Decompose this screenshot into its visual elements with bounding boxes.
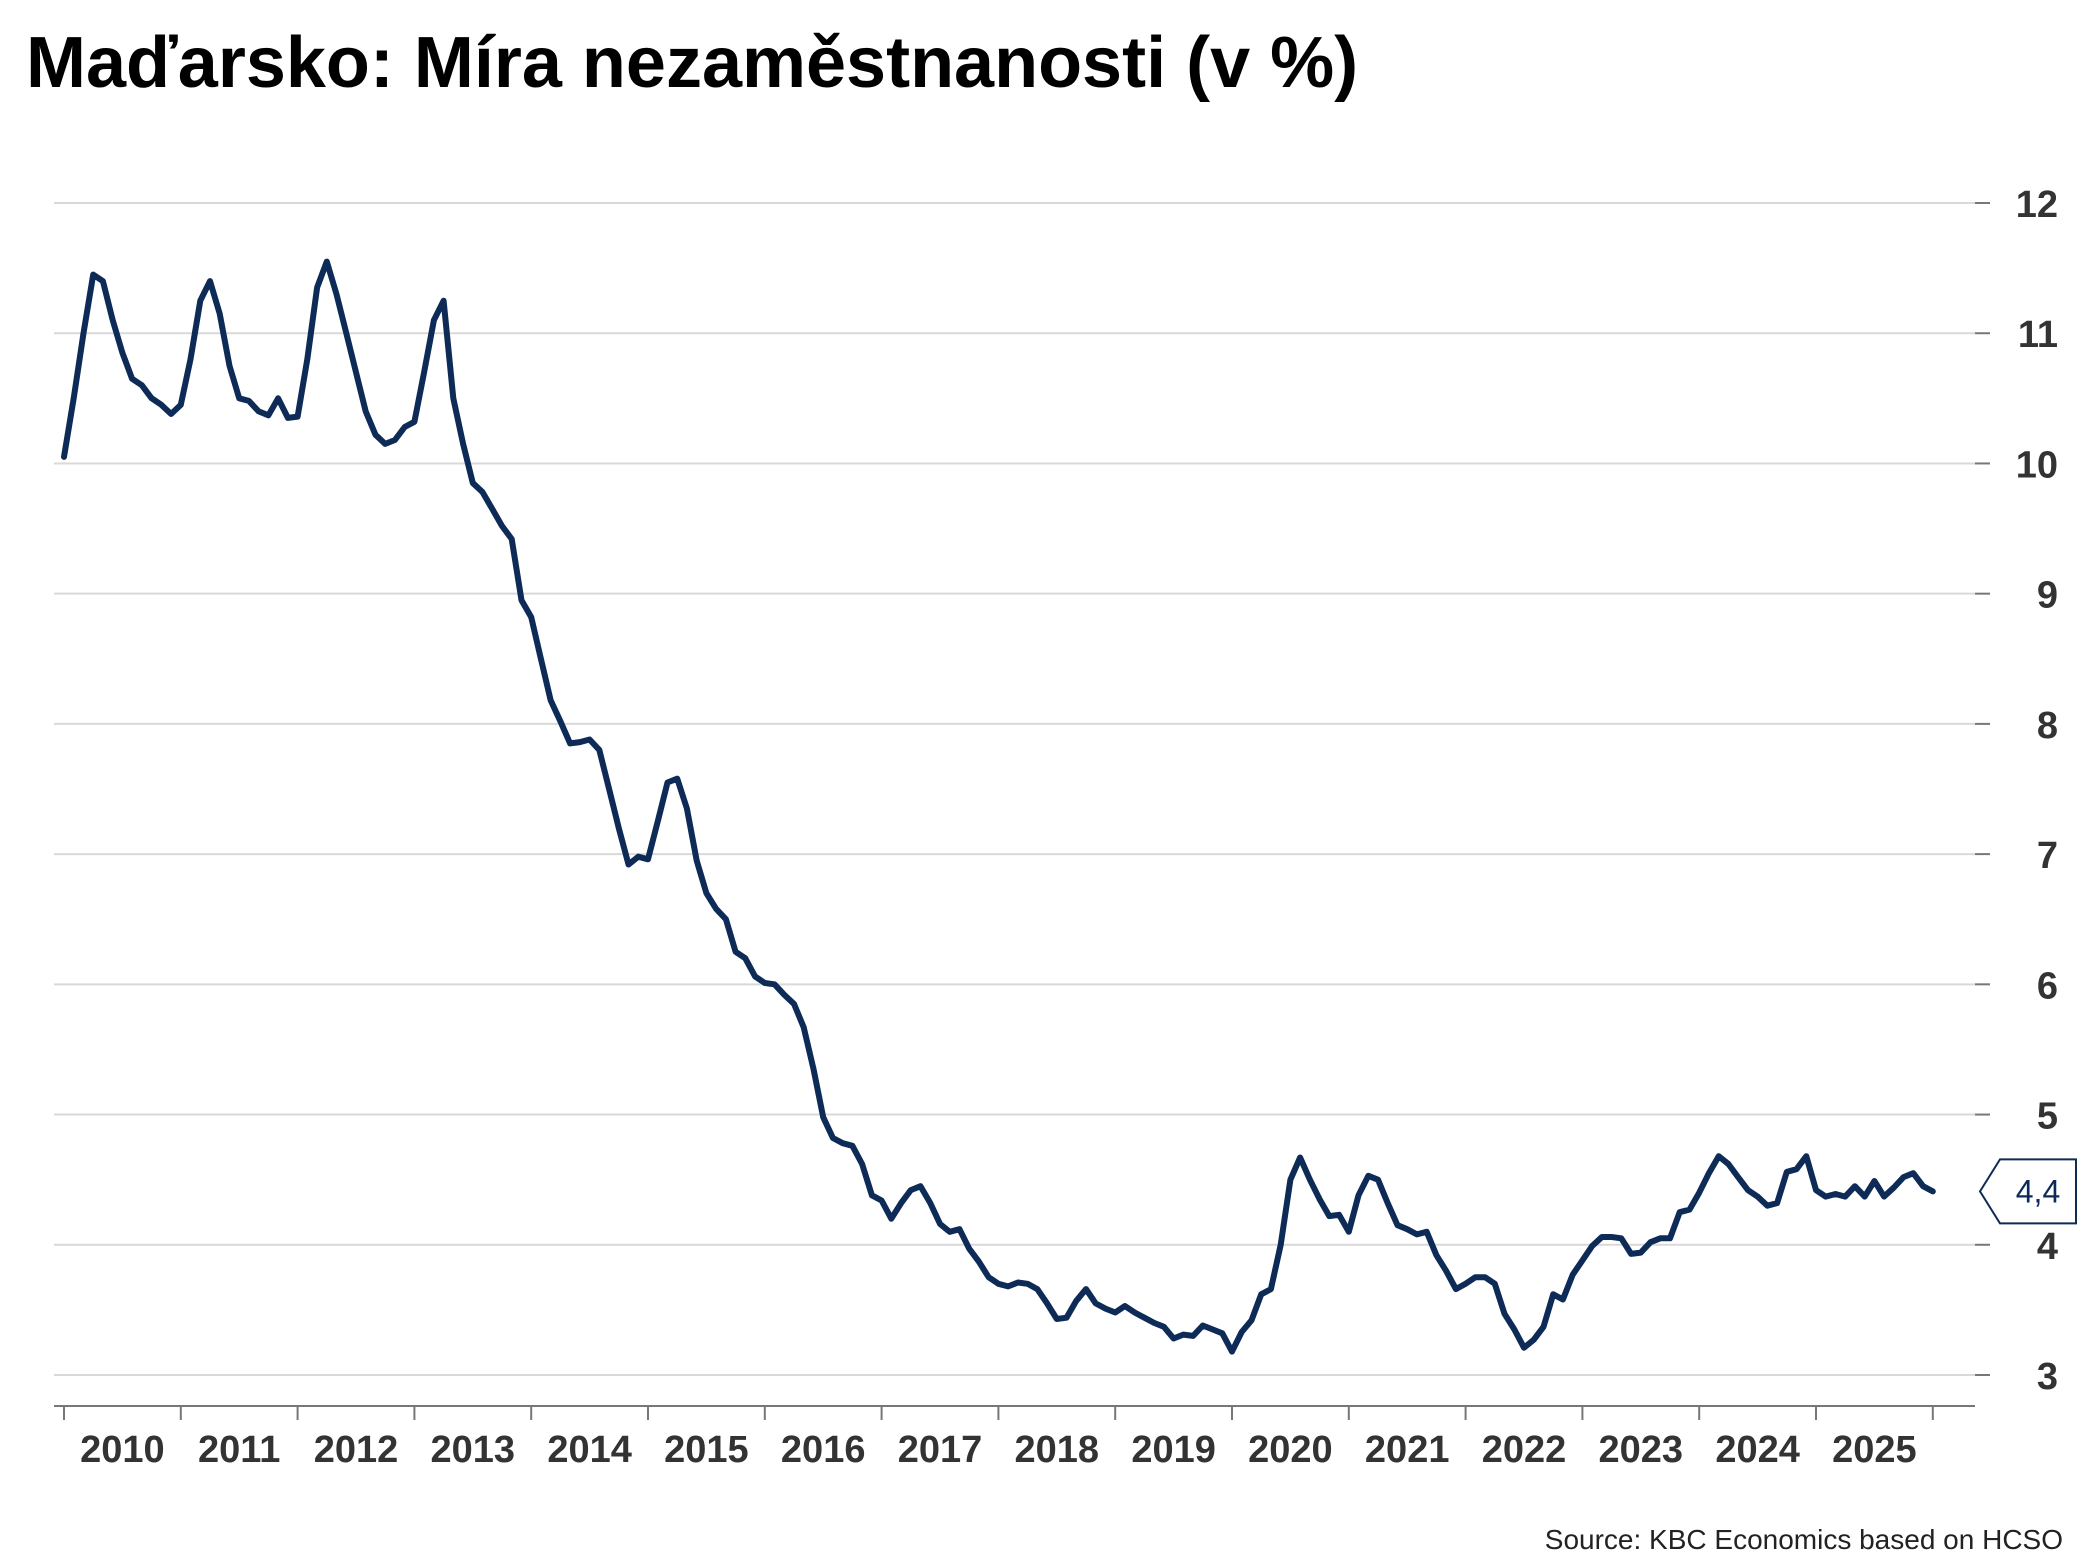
- last-value-callout: 4,4: [1978, 1158, 2077, 1225]
- y-tick-label: 9: [2037, 575, 2058, 617]
- y-tick-label: 3: [2037, 1356, 2058, 1398]
- y-tick-label: 5: [2037, 1096, 2058, 1138]
- x-tick-label: 2010: [80, 1429, 165, 1471]
- x-tick-label: 2017: [898, 1429, 983, 1471]
- x-tick-label: 2015: [664, 1429, 749, 1471]
- y-tick-label: 10: [2016, 444, 2058, 486]
- x-tick-label: 2019: [1131, 1429, 1216, 1471]
- x-tick-label: 2016: [781, 1429, 866, 1471]
- y-axis: 3 4 5 6 7 8 9 10 11 12: [1975, 184, 2058, 1398]
- source-note: Source: KBC Economics based on HCSO: [1544, 1524, 2063, 1555]
- x-tick-label: 2014: [547, 1429, 632, 1471]
- last-value-box: [1978, 1158, 2077, 1225]
- y-tick-label: 12: [2016, 184, 2058, 226]
- x-tick-label: 2018: [1015, 1429, 1100, 1471]
- x-tick-label: 2021: [1365, 1429, 1450, 1471]
- x-tick-label: 2020: [1248, 1429, 1333, 1471]
- x-tick-label: 2011: [198, 1429, 280, 1471]
- x-tick-label: 2022: [1482, 1429, 1567, 1471]
- x-tick-label: 2024: [1715, 1429, 1800, 1471]
- y-tick-label: 11: [2018, 314, 2058, 356]
- x-tick-label: 2023: [1599, 1429, 1684, 1471]
- last-value-label: 4,4: [2016, 1173, 2060, 1209]
- y-tick-label: 6: [2037, 965, 2058, 1007]
- x-tick-label: 2013: [431, 1429, 516, 1471]
- series-line: [61, 258, 1936, 1355]
- x-tick-label: 2012: [314, 1429, 399, 1471]
- chart-title: Maďarsko: Míra nezaměstnanosti (v %): [26, 23, 1359, 103]
- x-tick-label: 2025: [1832, 1429, 1917, 1471]
- x-axis: 2010 2011 2012 2013 2014 2015 2016 2017 2018 2019…: [54, 1405, 1975, 1471]
- y-tick-label: 4: [2037, 1226, 2058, 1268]
- grid-lines: [54, 202, 1975, 1376]
- y-tick-label: 8: [2037, 705, 2058, 747]
- y-tick-label: 7: [2037, 835, 2058, 877]
